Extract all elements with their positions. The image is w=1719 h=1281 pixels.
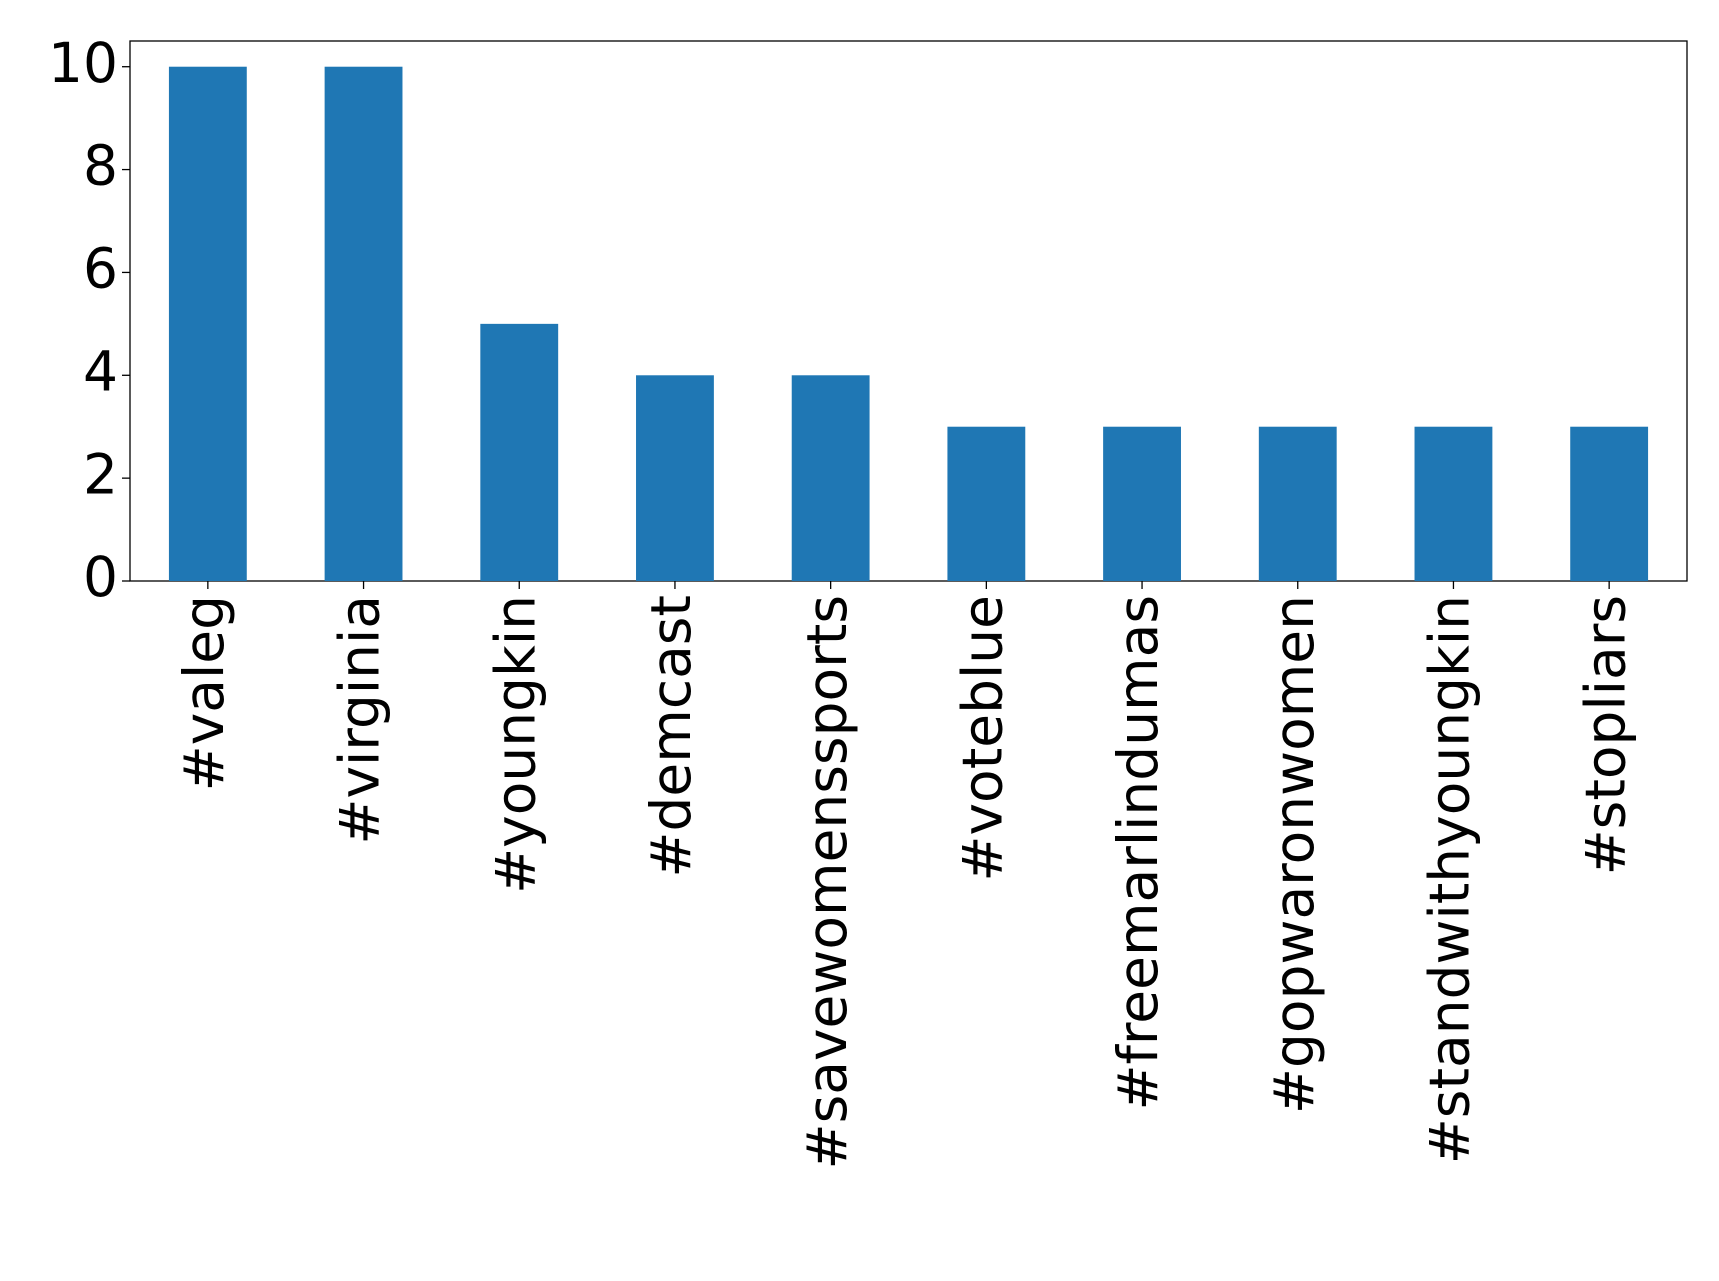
bar [1103,426,1181,581]
x-tick-label: #youngkin [483,595,547,894]
y-tick-label: 8 [83,134,118,198]
bar [791,375,870,581]
bar [1258,426,1337,581]
x-tick-label: #valeg [172,595,236,791]
x-tick-label: #savewomenssports [795,595,859,1169]
x-tick-label: #virginia [328,595,392,845]
y-tick-label: 10 [48,31,118,95]
x-tick-label: #gopwaronwomen [1262,595,1326,1114]
x-tick-label: #stopliars [1573,595,1637,875]
bar [1570,426,1649,581]
y-tick-label: 4 [83,339,118,403]
bar [324,66,403,581]
bar [480,323,559,581]
bar [168,66,247,581]
bar [1414,426,1493,581]
x-tick-label: #standwithyoungkin [1418,595,1482,1164]
y-tick-label: 0 [83,545,118,609]
plot-frame [129,40,1688,582]
x-tick-label: #freemarlindumas [1106,595,1170,1111]
x-tick-label: #demcast [639,595,703,878]
y-tick-label: 6 [83,237,118,301]
bar [636,375,714,581]
y-tick-label: 2 [83,442,118,506]
bar [947,426,1026,581]
x-tick-label: #voteblue [950,595,1014,882]
